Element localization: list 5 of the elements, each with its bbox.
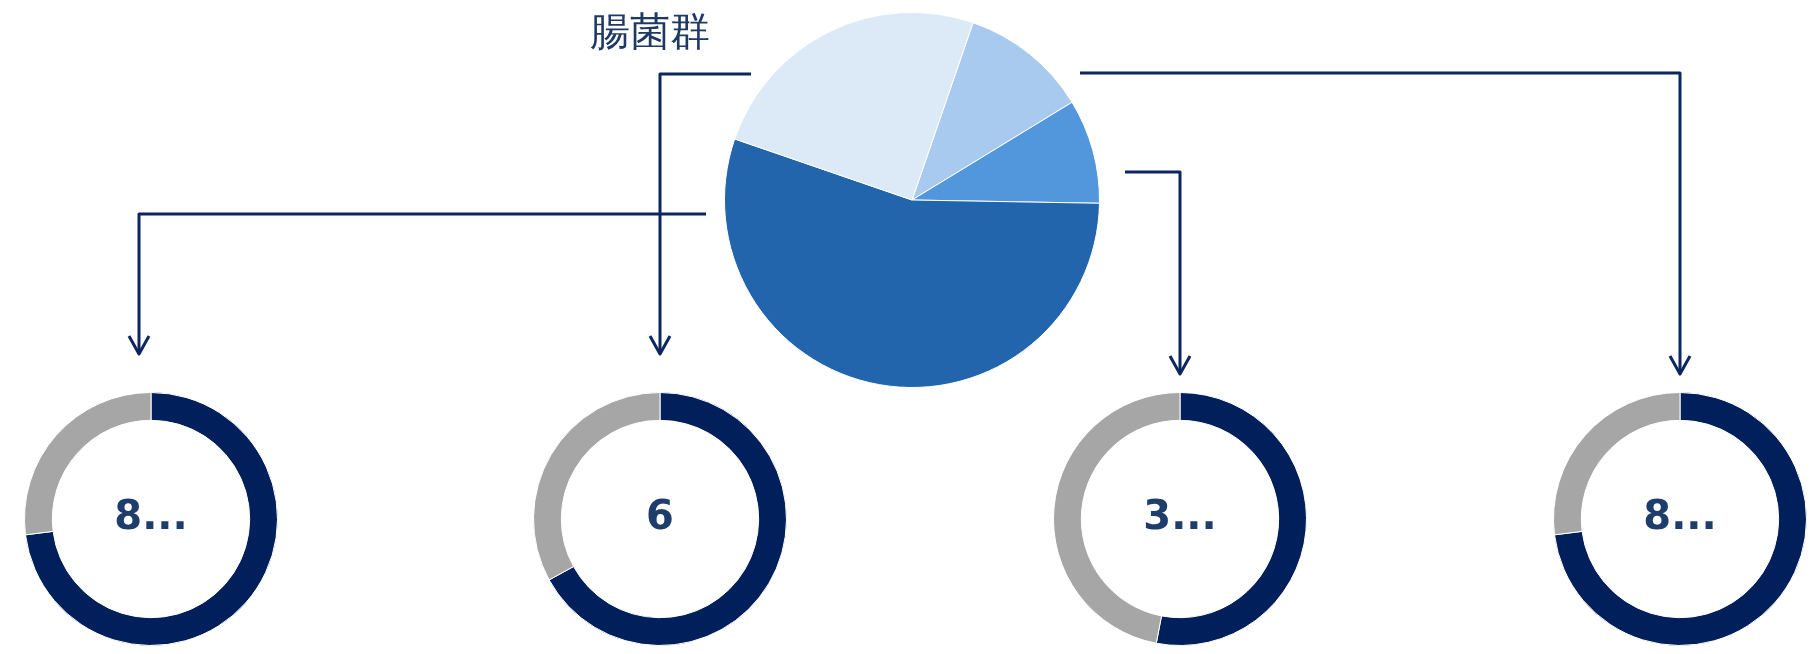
text: 6 (646, 492, 674, 539)
text: 8... (1643, 492, 1717, 539)
text: 8... (114, 492, 188, 539)
chart-title: 腸菌群 (590, 7, 710, 56)
text: 3... (1143, 492, 1217, 539)
